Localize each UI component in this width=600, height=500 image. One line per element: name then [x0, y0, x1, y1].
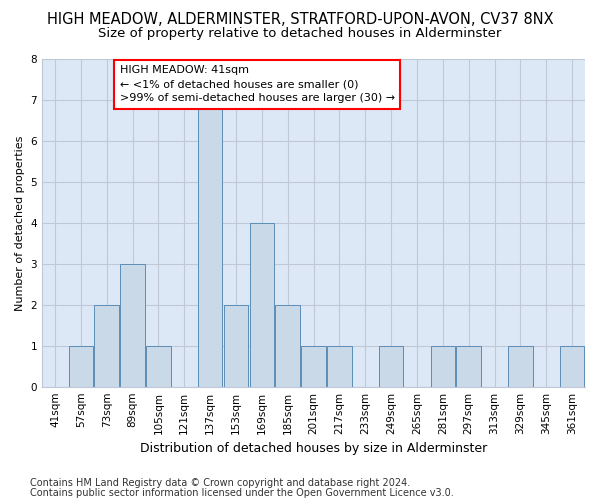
Bar [120, 264, 145, 386]
Y-axis label: Number of detached properties: Number of detached properties [15, 135, 25, 310]
Text: Contains HM Land Registry data © Crown copyright and database right 2024.: Contains HM Land Registry data © Crown c… [30, 478, 410, 488]
Bar [431, 346, 455, 387]
Bar [146, 346, 170, 387]
Bar [508, 346, 533, 387]
Bar [250, 223, 274, 386]
X-axis label: Distribution of detached houses by size in Alderminster: Distribution of detached houses by size … [140, 442, 487, 455]
Bar [301, 346, 326, 387]
Bar [275, 305, 300, 386]
Bar [94, 305, 119, 386]
Text: HIGH MEADOW: 41sqm
← <1% of detached houses are smaller (0)
>99% of semi-detache: HIGH MEADOW: 41sqm ← <1% of detached hou… [119, 65, 395, 103]
Text: HIGH MEADOW, ALDERMINSTER, STRATFORD-UPON-AVON, CV37 8NX: HIGH MEADOW, ALDERMINSTER, STRATFORD-UPO… [47, 12, 553, 28]
Bar [457, 346, 481, 387]
Bar [327, 346, 352, 387]
Bar [224, 305, 248, 386]
Bar [68, 346, 93, 387]
Bar [560, 346, 584, 387]
Text: Contains public sector information licensed under the Open Government Licence v3: Contains public sector information licen… [30, 488, 454, 498]
Bar [198, 100, 223, 386]
Text: Size of property relative to detached houses in Alderminster: Size of property relative to detached ho… [98, 28, 502, 40]
Bar [379, 346, 403, 387]
